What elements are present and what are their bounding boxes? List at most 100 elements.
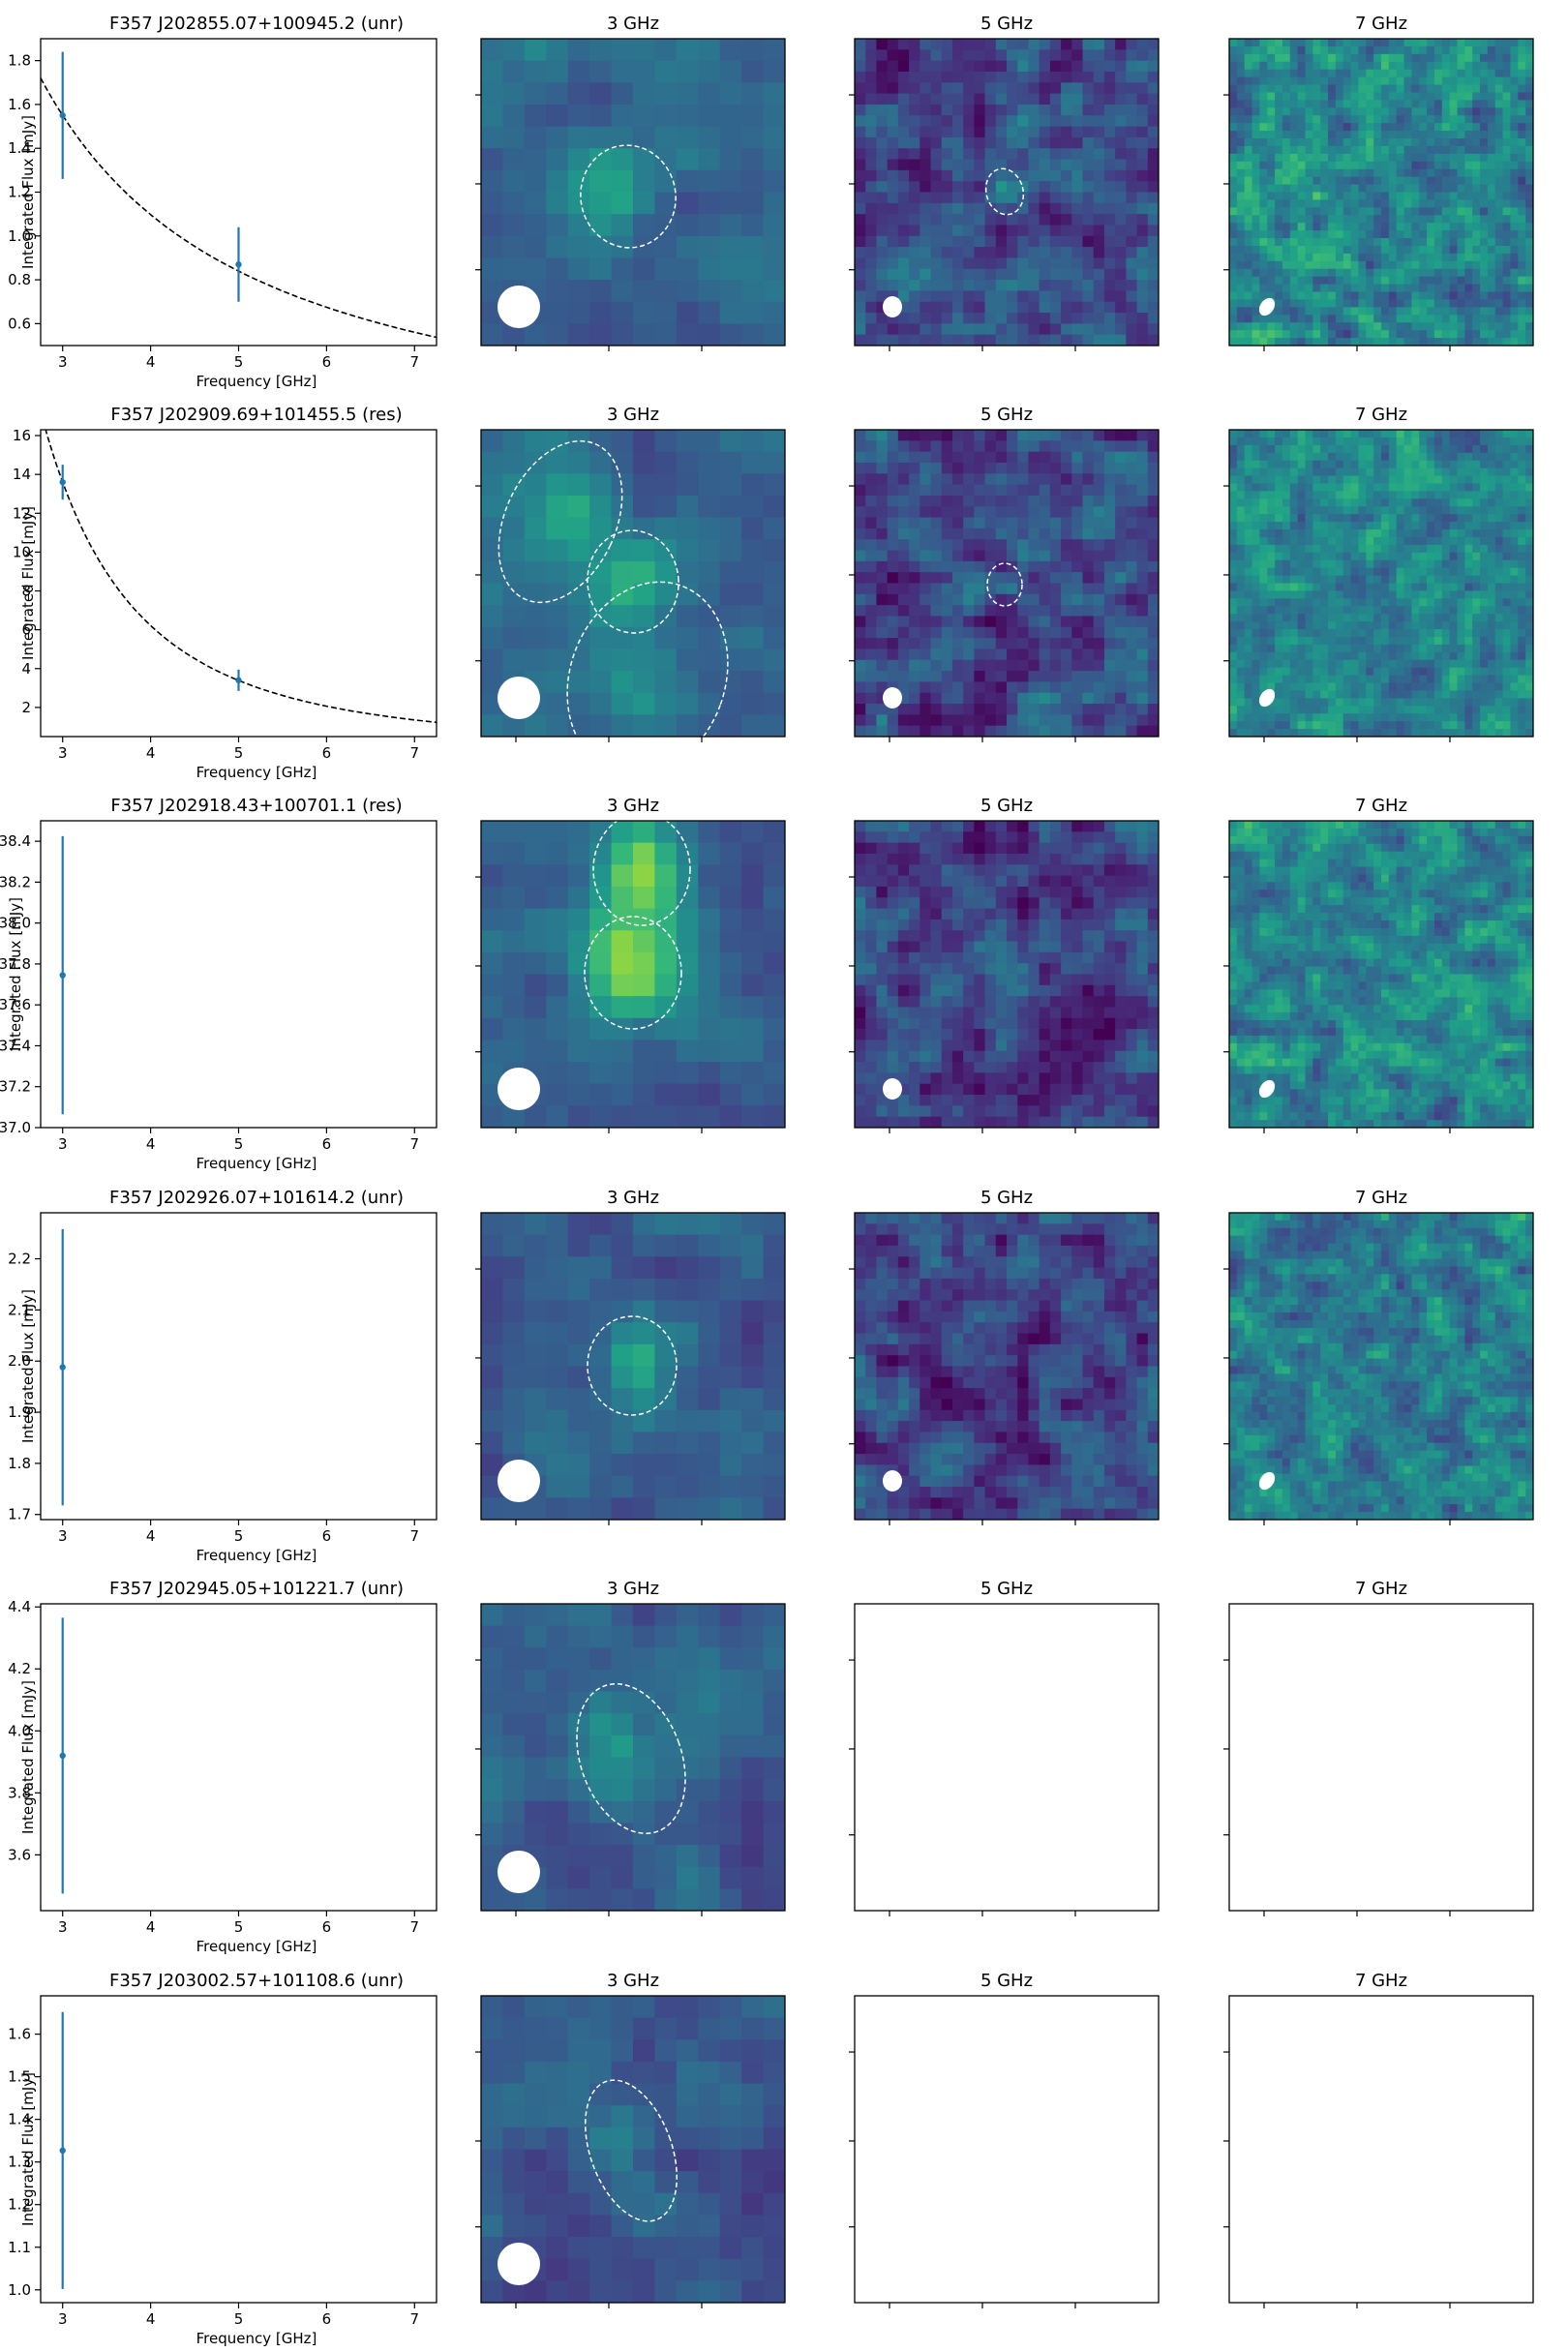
radio-image [855,1213,1159,1520]
data-point [235,677,242,684]
panel-frame [1228,1603,1534,1912]
panel-frame [480,1212,786,1521]
x-tick-label: 7 [410,1135,420,1153]
image-panel-5-ghz: 5 GHz [849,1971,1160,2308]
image-panel-7-ghz: 7 GHz [1223,14,1534,351]
y-tick-label: 37.6 [0,996,31,1013]
x-tick-label: 4 [146,1918,156,1936]
panel-frame [480,1995,786,2304]
panel-title: 3 GHz [607,796,659,816]
panel-frame [854,38,1160,347]
spectrum-plot: 3 4 5 6 7 37.0 37.2 37.4 37.6 37.8 38.0 38.2 38.4 F35… [0,796,437,1172]
x-tick-label: 6 [322,1918,332,1936]
y-tick-label: 1.4 [8,2111,31,2128]
radio-image [855,821,1159,1128]
spectrum-plot: 3 4 5 6 7 2 4 6 8 10 12 14 16 F357 J202909.69+101455.… [13,405,437,781]
panel-title: 5 GHz [980,405,1033,425]
y-tick-label: 4.2 [8,1660,31,1677]
spectrum-plot: 3 4 5 6 7 1.7 1.8 1.9 2.0 2.1 2.2 F357 J202926.07+1… [8,1188,437,1564]
source-ellipse [580,144,677,249]
x-axis-label: Frequency [GHz] [196,373,317,390]
x-axis-label: Frequency [GHz] [196,1938,317,1955]
spectrum-plot: 3 4 5 6 7 1.0 1.1 1.2 1.3 1.4 1.5 1.6 F357 J203002.5… [8,1971,437,2347]
panel-title: 7 GHz [1355,796,1407,816]
y-tick-label: 2 [21,699,31,716]
x-tick-label: 5 [234,1135,244,1153]
panel-frame [854,1995,1160,2304]
panel-title: 5 GHz [980,1579,1033,1599]
y-tick-label: 10 [13,543,31,560]
image-panel-7-ghz: 7 GHz [1223,1579,1534,1916]
image-panel-7-ghz: 7 GHz [1223,1971,1534,2308]
data-point [59,478,66,486]
panel-frame [480,38,786,347]
beam-ellipse [498,677,540,719]
y-tick-label: 8 [21,583,31,600]
panel-title: 3 GHz [607,1971,659,1991]
data-point [235,261,242,268]
y-tick-label: 1.2 [8,184,31,201]
x-tick-label: 3 [58,1527,68,1545]
y-tick-label: 2.0 [8,1352,31,1370]
spectrum-plot: 3 4 5 6 7 3.6 3.8 4.0 4.2 4.4 F357 J202945.05+1012… [8,1579,437,1955]
data-point [59,112,66,119]
panel-frame [854,820,1160,1129]
y-tick-label: 1.6 [8,96,31,113]
data-point [59,2147,66,2155]
axes-frame [40,1212,437,1521]
image-panel-3-ghz: 3 GHz [475,405,786,742]
data-point [59,1364,66,1371]
x-tick-label: 3 [58,1135,68,1153]
panel-frame [1228,429,1534,738]
radio-image [481,821,785,1128]
beam-ellipse [1258,1079,1276,1099]
x-tick-label: 5 [234,744,244,762]
y-tick-label: 2.2 [8,1251,31,1268]
source-ellipse [566,581,729,737]
y-tick-label: 1.9 [8,1403,31,1421]
x-tick-label: 6 [322,744,332,762]
panel-frame [1228,1995,1534,2304]
plot-title: F357 J203002.57+101108.6 (unr) [109,1971,404,1991]
x-tick-label: 6 [322,1527,332,1545]
panel-title: 3 GHz [607,14,659,34]
panel-title: 5 GHz [980,796,1033,816]
y-tick-label: 4 [21,660,31,678]
radio-image [1229,39,1533,346]
y-axis-label: Integrated Flux [mJy] [19,506,37,660]
x-tick-label: 4 [146,744,156,762]
radio-image [481,1996,785,2303]
y-axis-label: Integrated Flux [mJy] [19,115,37,269]
panel-frame [480,820,786,1129]
image-panel-5-ghz: 5 GHz [849,796,1160,1133]
image-panel-7-ghz: 7 GHz [1223,405,1534,742]
beam-ellipse [1258,688,1276,708]
image-panel-3-ghz: 3 GHz [475,1971,786,2308]
beam-ellipse [1258,297,1276,317]
y-tick-label: 37.8 [0,955,31,973]
y-tick-label: 3.8 [8,1784,31,1801]
x-tick-label: 4 [146,2310,156,2328]
x-axis-label: Frequency [GHz] [196,2330,317,2347]
y-tick-label: 0.6 [8,315,31,332]
data-point [59,972,66,979]
y-tick-label: 1.0 [8,227,31,245]
panel-frame [1228,38,1534,347]
source-ellipse [587,529,679,634]
x-tick-label: 7 [410,1918,420,1936]
panel-frame [480,1603,786,1912]
panel-frame [854,1603,1160,1912]
x-axis-label: Frequency [GHz] [196,764,317,781]
x-tick-label: 4 [146,1527,156,1545]
beam-ellipse [498,2243,540,2285]
image-panel-3-ghz: 3 GHz [475,1579,786,1916]
image-panel-5-ghz: 5 GHz [849,14,1160,351]
source-ellipse [587,1315,678,1416]
panel-title: 7 GHz [1355,405,1407,425]
y-tick-label: 3.6 [8,1846,31,1863]
radio-image [1229,430,1533,737]
spectrum-plot: 3 4 5 6 7 0.6 0.8 1.0 1.2 1.4 1.6 1.8 F357 J202855.0… [8,14,437,390]
panel-title: 7 GHz [1355,14,1407,34]
panel-title: 5 GHz [980,14,1033,34]
